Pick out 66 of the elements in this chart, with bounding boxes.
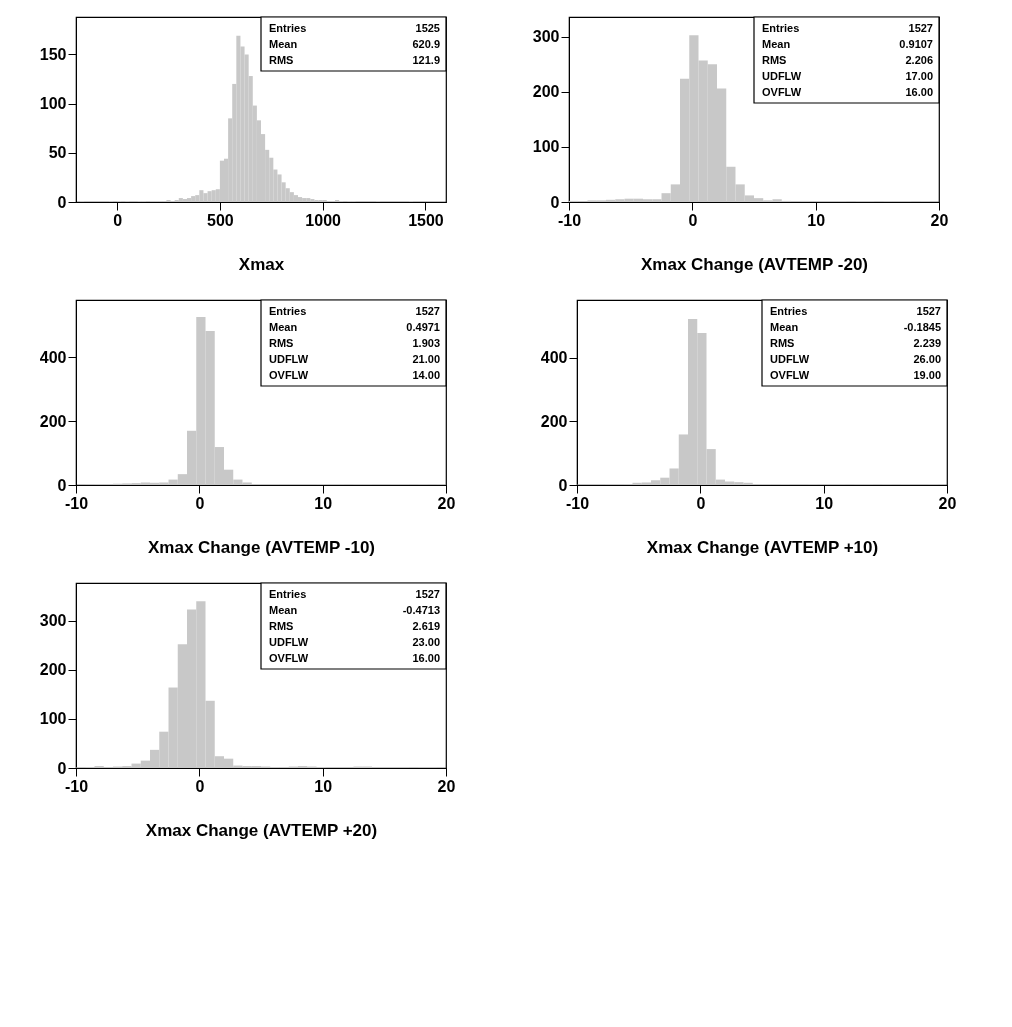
y-tick-label: 300 [39, 612, 67, 630]
x-tick-label: 1000 [305, 211, 342, 229]
text: Mean 0.4971 [269, 321, 440, 333]
text: OVFLW 14.00 [269, 369, 440, 381]
y-tick-label: 0 [57, 759, 67, 777]
x-axis-title: Xmax [238, 254, 285, 274]
text: Entries 1527 [762, 22, 933, 34]
y-tick-label: 200 [39, 412, 67, 430]
x-tick-label: 20 [437, 494, 456, 512]
y-tick-label: 300 [532, 28, 560, 46]
x-tick-label: 500 [207, 211, 234, 229]
x-axis-title: Xmax Change (AVTEMP +20) [145, 820, 378, 840]
y-tick-label: 400 [540, 349, 568, 367]
x-tick-label: 20 [930, 211, 949, 229]
text: UDFLW 26.00 [770, 353, 941, 365]
x-axis-title: Xmax Change (AVTEMP -20) [640, 254, 869, 274]
y-tick-label: 200 [532, 83, 560, 101]
x-tick-label: 20 [437, 777, 456, 795]
text: RMS 2.206 [762, 54, 933, 66]
text: Entries 1525 [269, 22, 440, 34]
y-tick-label: 150 [39, 45, 67, 63]
x-tick-label: 1500 [408, 211, 444, 229]
text: Entries 1527 [269, 305, 440, 317]
x-tick-label: 20 [938, 494, 957, 512]
x-tick-label: 0 [696, 494, 706, 512]
text: UDFLW 17.00 [762, 70, 933, 82]
x-axis-title: Xmax Change (AVTEMP +10) [646, 537, 879, 557]
y-tick-label: 0 [550, 193, 560, 211]
x-tick-label: 10 [815, 494, 834, 512]
y-tick-label: 0 [57, 193, 67, 211]
text: UDFLW 21.00 [269, 353, 440, 365]
y-tick-label: 100 [39, 95, 67, 113]
x-tick-label: 10 [314, 777, 333, 795]
text: RMS 2.619 [269, 620, 440, 632]
text: Mean -0.1845 [770, 321, 941, 333]
x-tick-label: 0 [688, 211, 698, 229]
text: Entries 1527 [770, 305, 941, 317]
x-axis-title: Xmax Change (AVTEMP -10) [147, 537, 376, 557]
x-tick-label: -10 [64, 494, 89, 512]
x-tick-label: -10 [557, 211, 582, 229]
y-tick-label: 100 [39, 710, 67, 728]
text: Mean -0.4713 [269, 604, 440, 616]
x-tick-label: -10 [64, 777, 89, 795]
text: OVFLW 16.00 [269, 652, 440, 664]
y-tick-label: 0 [558, 476, 568, 494]
text: Mean 620.9 [269, 38, 440, 50]
x-tick-label: 0 [113, 211, 123, 229]
y-tick-label: 400 [39, 348, 67, 366]
x-tick-label: 0 [195, 494, 205, 512]
text: OVFLW 19.00 [770, 369, 941, 381]
text: Entries 1527 [269, 588, 440, 600]
y-tick-label: 100 [532, 138, 560, 156]
x-tick-label: 10 [314, 494, 333, 512]
text: Mean 0.9107 [762, 38, 933, 50]
x-tick-label: 0 [195, 777, 205, 795]
text: UDFLW 23.00 [269, 636, 440, 648]
y-tick-label: 200 [540, 412, 568, 430]
text: RMS 121.9 [269, 54, 440, 66]
y-tick-label: 200 [39, 661, 67, 679]
x-tick-label: 10 [807, 211, 826, 229]
text: RMS 1.903 [269, 337, 440, 349]
text: OVFLW 16.00 [762, 86, 933, 98]
y-tick-label: 0 [57, 476, 67, 494]
y-tick-label: 50 [48, 144, 67, 162]
x-tick-label: -10 [565, 494, 590, 512]
text: RMS 2.239 [770, 337, 941, 349]
